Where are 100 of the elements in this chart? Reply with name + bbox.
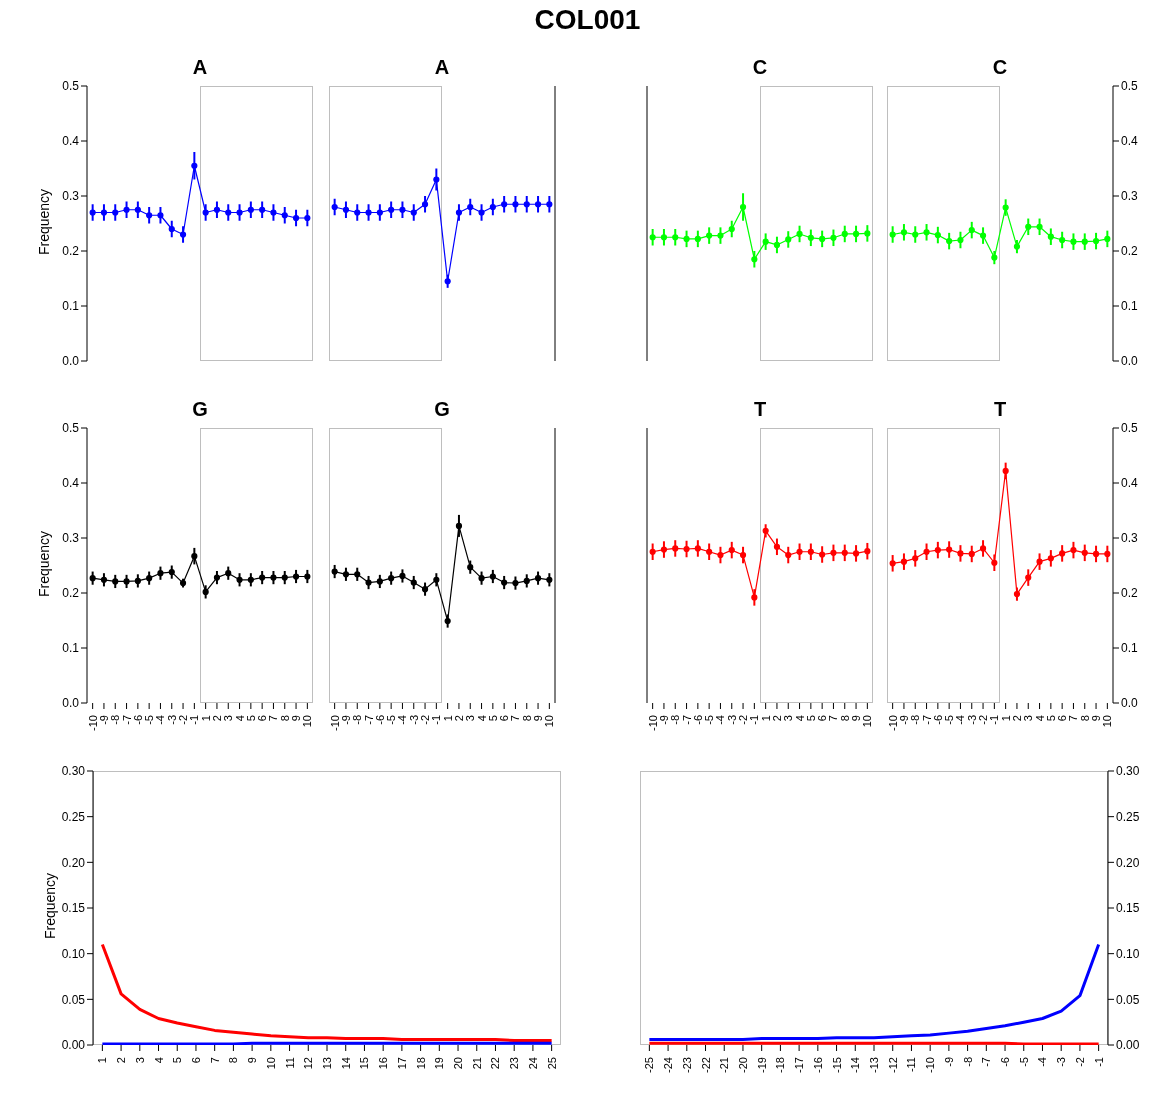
y2-tick-label: 0.1 xyxy=(1121,641,1139,656)
y2-tick-label: 0.4 xyxy=(1121,476,1139,491)
x-tick-label: 8 xyxy=(1078,715,1091,722)
x-tick-label: 7 xyxy=(509,715,522,722)
x-tick-label: -9 xyxy=(942,1057,955,1067)
y2-tick-label: 0.0 xyxy=(1121,696,1139,711)
x-tick-label: -5 xyxy=(385,715,398,725)
x-tick-label: 10 xyxy=(543,715,556,728)
y2-tick-label: 0.5 xyxy=(1121,421,1139,436)
x-tick-label: 9 xyxy=(246,1057,259,1064)
x-tick-label: 1 xyxy=(96,1057,109,1064)
x-tick-label: -9 xyxy=(897,715,910,725)
x-tick-label: -3 xyxy=(165,715,178,725)
chart-title: G xyxy=(433,398,451,421)
x-tick-label: -18 xyxy=(774,1057,787,1073)
x-tick-label: -5 xyxy=(1017,1057,1030,1067)
y-tick-label: 0.1 xyxy=(62,299,80,314)
x-tick-label: 20 xyxy=(452,1057,465,1070)
x-tick-label: 10 xyxy=(301,715,314,728)
x-tick-label: -23 xyxy=(680,1057,693,1073)
x-tick-label: 16 xyxy=(377,1057,390,1070)
x-tick-label: -4 xyxy=(954,715,967,725)
x-tick-label: -6 xyxy=(373,715,386,725)
x-tick-label: -7 xyxy=(120,715,133,725)
x-tick-label: 1 xyxy=(759,715,772,722)
x-tick-label: 6 xyxy=(256,715,269,722)
x-tick-label: -3 xyxy=(407,715,420,725)
y-tick-label: 0.0 xyxy=(62,354,80,369)
x-tick-label: 6 xyxy=(1056,715,1069,722)
x-tick-label: -4 xyxy=(1036,1057,1049,1067)
y-tick-label: 0.25 xyxy=(61,809,86,824)
x-tick-label: 3 xyxy=(464,715,477,722)
y-tick-label: 0.0 xyxy=(62,696,80,711)
x-tick-label: 2 xyxy=(210,715,223,722)
x-tick-label: 9 xyxy=(1090,715,1103,722)
x-tick-label: 3 xyxy=(1022,715,1035,722)
chart-title: G xyxy=(191,398,209,421)
x-tick-label: -13 xyxy=(868,1057,880,1073)
x-tick-label: -15 xyxy=(830,1057,843,1073)
x-tick-label: -6 xyxy=(931,715,944,725)
x-tick-label: 5 xyxy=(171,1057,184,1064)
y-tick-label: 0.3 xyxy=(62,189,80,204)
y2-tick-label: 0.30 xyxy=(1116,764,1140,779)
x-tick-label: 8 xyxy=(227,1057,240,1064)
x-tick-label: -7 xyxy=(680,715,693,725)
y-tick-label: 0.00 xyxy=(61,1038,86,1053)
x-tick-label: -10 xyxy=(86,715,99,731)
y2-tick-label: 0.10 xyxy=(1116,946,1140,961)
x-tick-label: -7 xyxy=(920,715,933,725)
x-tick-label: 3 xyxy=(133,1057,146,1064)
chart-title: T xyxy=(752,398,768,421)
x-tick-label: 21 xyxy=(470,1057,483,1070)
y-axis-title: Frequency xyxy=(36,529,52,599)
x-tick-label: 10 xyxy=(861,715,874,728)
x-tick-label: 2 xyxy=(770,715,783,722)
y2-tick-label: 0.20 xyxy=(1116,855,1140,870)
x-tick-label: 7 xyxy=(208,1057,221,1064)
y2-tick-label: 0.0 xyxy=(1121,354,1139,369)
x-tick-label: -1 xyxy=(188,715,201,725)
x-tick-label: -10 xyxy=(646,715,659,731)
x-tick-label: -12 xyxy=(886,1057,899,1073)
y-tick-label: 0.30 xyxy=(61,764,86,779)
x-tick-label: -19 xyxy=(755,1057,768,1073)
x-tick-label: -4 xyxy=(714,715,727,725)
x-tick-label: 15 xyxy=(358,1057,371,1070)
x-tick-label: 8 xyxy=(278,715,291,722)
y2-tick-label: 0.15 xyxy=(1116,901,1140,916)
y2-tick-label: 0.2 xyxy=(1121,586,1139,601)
y-tick-label: 0.15 xyxy=(61,901,86,916)
x-tick-label: -4 xyxy=(396,715,409,725)
x-tick-label: 10 xyxy=(1101,715,1114,728)
x-tick-label: -11 xyxy=(905,1057,918,1073)
x-tick-label: 8 xyxy=(520,715,533,722)
x-tick-label: -6 xyxy=(691,715,704,725)
x-tick-label: 4 xyxy=(1033,715,1046,722)
x-tick-label: -2 xyxy=(737,715,750,725)
x-tick-label: 23 xyxy=(508,1057,521,1070)
x-tick-label: -14 xyxy=(849,1057,862,1073)
x-tick-label: 12 xyxy=(302,1057,315,1070)
x-tick-label: -17 xyxy=(793,1057,806,1073)
x-tick-label: 7 xyxy=(1067,715,1080,722)
x-tick-label: 1 xyxy=(999,715,1012,722)
x-tick-label: -8 xyxy=(351,715,364,725)
x-tick-label: -8 xyxy=(669,715,682,725)
y-tick-label: 0.3 xyxy=(62,531,80,546)
x-tick-label: 3 xyxy=(782,715,795,722)
x-tick-label: 10 xyxy=(264,1057,277,1070)
x-tick-label: 5 xyxy=(244,715,257,722)
x-tick-label: -3 xyxy=(1055,1057,1068,1067)
y2-tick-label: 0.5 xyxy=(1121,79,1139,94)
y2-tick-label: 0.05 xyxy=(1116,992,1140,1007)
x-tick-label: 2 xyxy=(115,1057,128,1064)
y2-tick-label: 0.4 xyxy=(1121,134,1139,149)
x-tick-label: 19 xyxy=(433,1057,446,1070)
y2-tick-label: 0.25 xyxy=(1116,809,1140,824)
y-tick-label: 0.1 xyxy=(62,641,80,656)
x-tick-label: -1 xyxy=(430,715,443,725)
x-tick-label: -22 xyxy=(699,1057,712,1073)
x-tick-label: 7 xyxy=(827,715,840,722)
y-tick-label: 0.05 xyxy=(61,992,86,1007)
